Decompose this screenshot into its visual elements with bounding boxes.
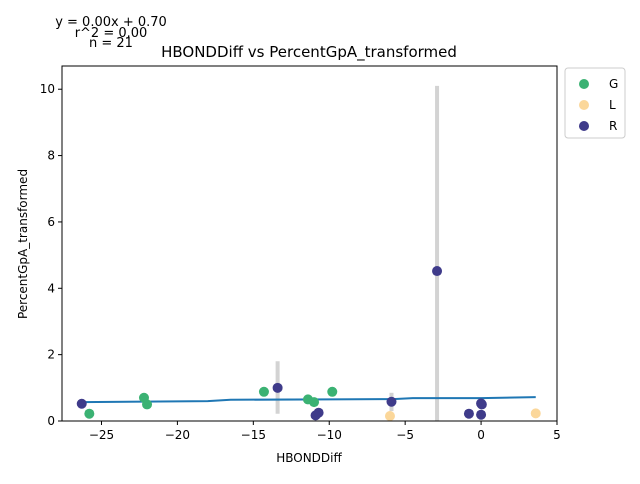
x-tick-label: 0 xyxy=(477,428,485,442)
x-tick-label: −15 xyxy=(241,428,266,442)
data-point-R xyxy=(386,396,397,407)
regression-line xyxy=(81,396,536,404)
data-point-G xyxy=(327,386,338,397)
x-tick-label: −10 xyxy=(317,428,342,442)
legend-label-L: L xyxy=(609,98,616,112)
data-point-R xyxy=(476,399,487,410)
data-point-G xyxy=(84,408,95,419)
y-tick-label: 8 xyxy=(47,149,55,163)
y-tick-label: 10 xyxy=(40,82,55,96)
data-point-R xyxy=(476,409,487,420)
legend: GLR xyxy=(564,67,626,139)
x-axis-label: HBONDDiff xyxy=(276,451,342,465)
data-point-R xyxy=(310,410,321,421)
data-point-G xyxy=(309,397,320,408)
legend-marker-R xyxy=(579,121,589,131)
legend-label-G: G xyxy=(609,77,618,91)
x-tick-label: −5 xyxy=(396,428,414,442)
data-point-R xyxy=(463,408,474,419)
y-axis-label: PercentGpA_transformed xyxy=(16,169,30,319)
x-tick-label: 5 xyxy=(553,428,561,442)
x-tick-label: −20 xyxy=(165,428,190,442)
plot-frame xyxy=(61,65,558,422)
y-tick-label: 0 xyxy=(47,414,55,428)
legend-marker-G xyxy=(579,79,589,89)
data-point-G xyxy=(258,386,269,397)
y-tick-label: 4 xyxy=(47,281,55,295)
data-point-L xyxy=(384,411,395,422)
regression-equation: y = 0.00x + 0.70 xyxy=(55,15,167,30)
data-point-G xyxy=(142,399,153,410)
r-squared-label: r^2 = 0.00 xyxy=(75,26,148,41)
legend-label-R: R xyxy=(609,119,617,133)
chart-title: HBONDDiff vs PercentGpA_transformed xyxy=(161,43,457,62)
data-point-R xyxy=(272,382,283,393)
legend-marker-L xyxy=(579,100,589,110)
data-point-L xyxy=(530,408,541,419)
sample-size-label: n = 21 xyxy=(89,36,133,51)
data-point-R xyxy=(76,398,87,409)
y-tick-label: 6 xyxy=(47,215,55,229)
y-tick-label: 2 xyxy=(47,348,55,362)
data-point-R xyxy=(432,266,443,277)
x-tick-label: −25 xyxy=(89,428,114,442)
